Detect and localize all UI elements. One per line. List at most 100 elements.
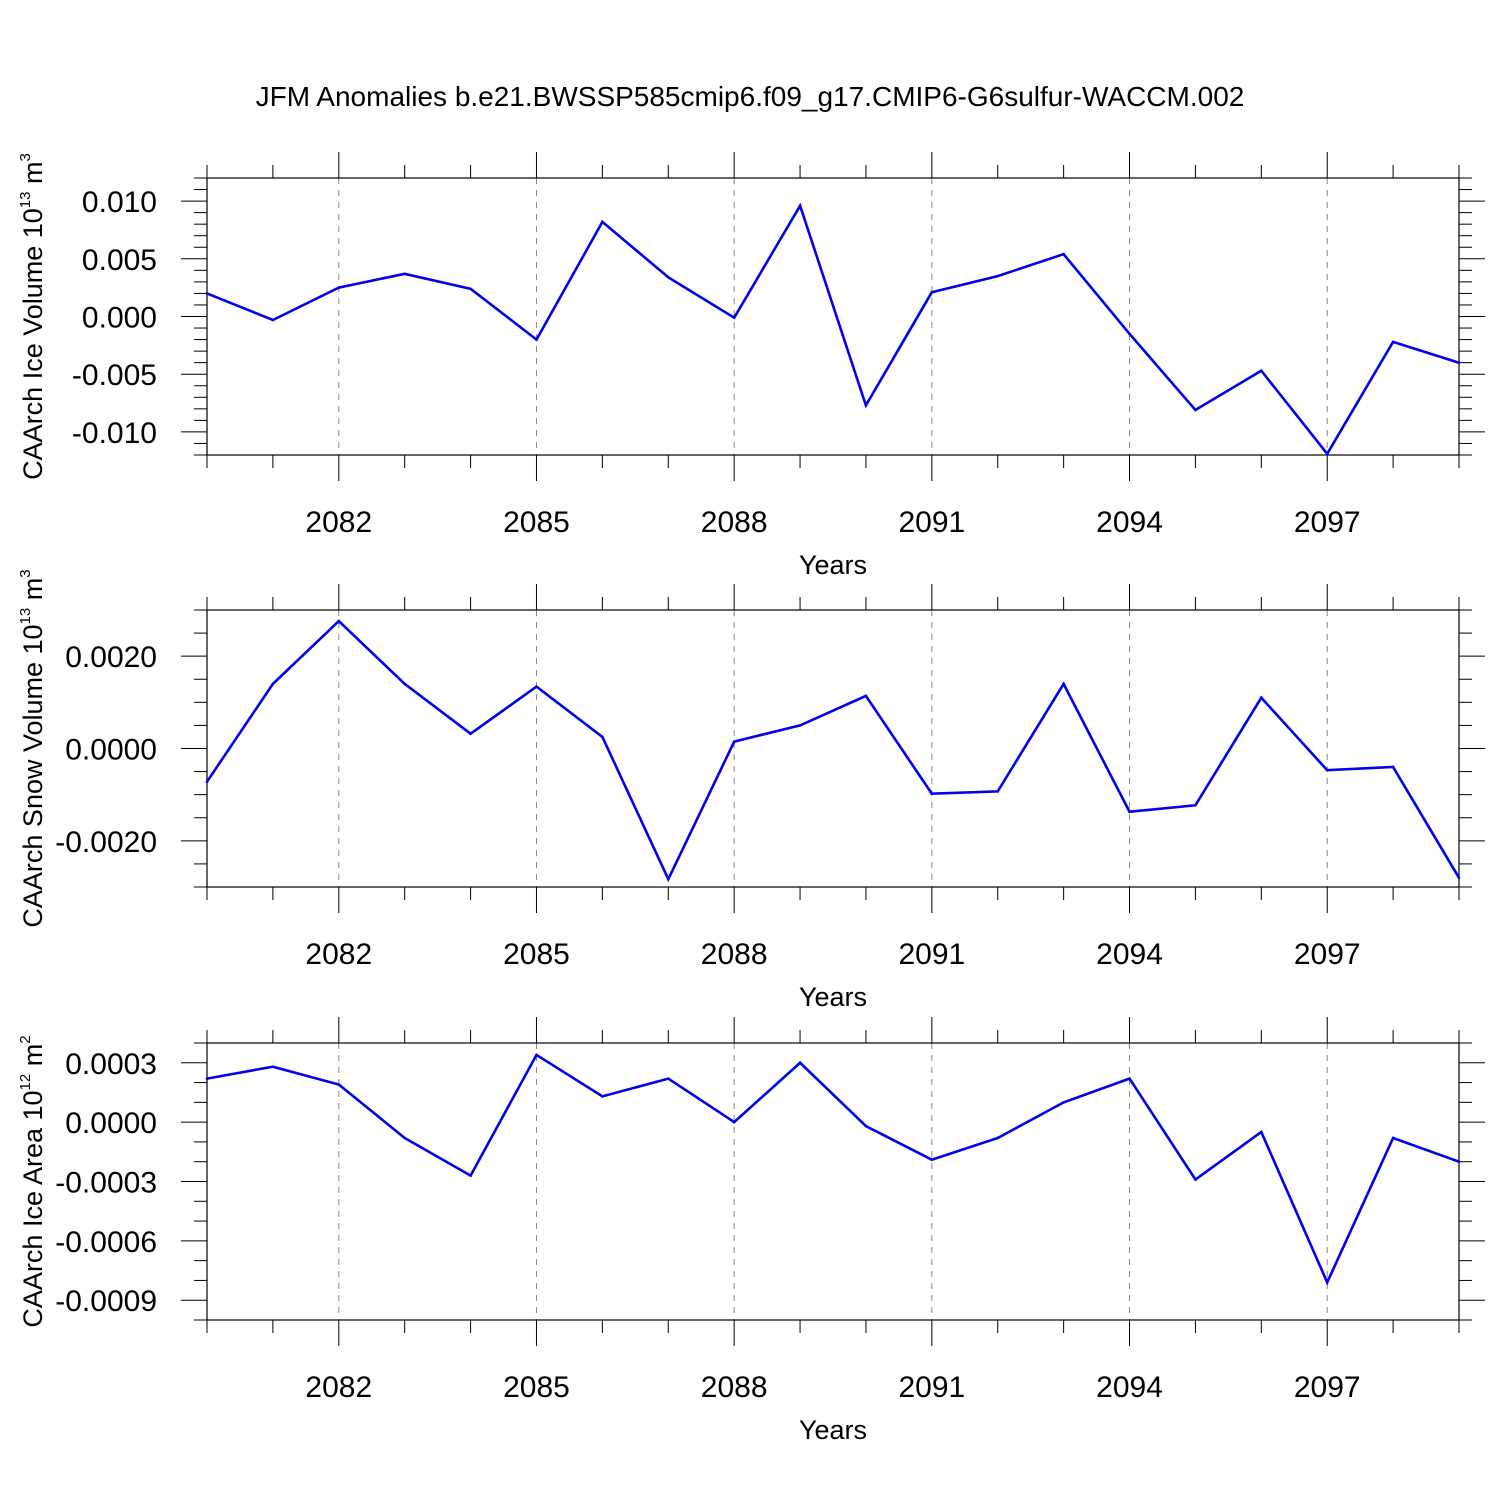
y-axis-label-base: CAArch Snow Volume 10 bbox=[18, 624, 48, 927]
data-point-2085 bbox=[535, 338, 538, 341]
x-tick-label-2097: 2097 bbox=[1294, 938, 1361, 971]
data-point-2090 bbox=[864, 694, 868, 698]
data-point-2088 bbox=[732, 1120, 736, 1124]
data-point-2094 bbox=[1128, 810, 1131, 814]
x-tick-label-2091: 2091 bbox=[898, 1371, 965, 1404]
y-tick-label-0.000: 0.000 bbox=[82, 302, 157, 335]
x-tick-label-2088: 2088 bbox=[701, 506, 768, 539]
data-point-2099 bbox=[1457, 876, 1461, 880]
x-tick-label-2085: 2085 bbox=[503, 938, 570, 971]
x-tick-label-2085: 2085 bbox=[503, 1371, 570, 1404]
y-tick-label--0.0020: -0.0020 bbox=[55, 826, 157, 859]
y-tick-label--0.0009: -0.0009 bbox=[55, 1285, 157, 1318]
y-axis-label: CAArch Ice Area 1012 m2 bbox=[17, 1035, 48, 1327]
y-axis-label-unit: m bbox=[18, 1044, 48, 1074]
figure-title: JFM Anomalies b.e21.BWSSP585cmip6.f09_g1… bbox=[256, 81, 1245, 112]
data-point-2088 bbox=[732, 740, 736, 743]
x-tick-label-2082: 2082 bbox=[305, 1371, 372, 1404]
y-tick-label-0.010: 0.010 bbox=[82, 186, 157, 219]
x-tick-label-2094: 2094 bbox=[1096, 938, 1163, 971]
y-axis-label-exponent: 13 bbox=[17, 608, 34, 625]
y-tick-label-0.0000: 0.0000 bbox=[65, 1107, 157, 1140]
plot-frame bbox=[206, 177, 1460, 456]
data-point-2093 bbox=[1062, 252, 1065, 256]
x-tick-label-2088: 2088 bbox=[701, 938, 768, 971]
data-point-2098 bbox=[1391, 340, 1395, 344]
data-point-2090 bbox=[864, 1124, 868, 1128]
data-point-2092 bbox=[996, 1136, 1000, 1140]
data-point-2081 bbox=[271, 682, 275, 686]
data-point-2084 bbox=[469, 732, 472, 736]
data-point-2096 bbox=[1260, 369, 1263, 373]
y-axis-label-unit-exponent: 3 bbox=[17, 153, 34, 161]
data-point-2094 bbox=[1128, 332, 1131, 336]
x-tick-label-2082: 2082 bbox=[305, 506, 372, 539]
series-line-1 bbox=[205, 619, 1461, 883]
data-point-2085 bbox=[535, 685, 538, 688]
x-tick-label-2085: 2085 bbox=[503, 506, 570, 539]
data-point-2097 bbox=[1325, 1281, 1329, 1284]
y-tick-label--0.005: -0.005 bbox=[72, 359, 157, 392]
data-point-2093 bbox=[1062, 1101, 1065, 1104]
data-point-2086 bbox=[601, 220, 604, 224]
data-point-2091 bbox=[930, 290, 934, 294]
data-point-2081 bbox=[271, 318, 275, 322]
y-axis-label-unit: m bbox=[18, 162, 48, 192]
chart-panel-3: 2082 2085 2088 2091 2094 2097 0.0003 0.0000 -0.0… bbox=[17, 1017, 1485, 1445]
x-axis-label: Years bbox=[799, 982, 867, 1012]
data-point-2082 bbox=[337, 619, 341, 623]
x-tick-label-2094: 2094 bbox=[1096, 1371, 1163, 1404]
series-line-1 bbox=[206, 202, 1460, 457]
x-axis-label: Years bbox=[799, 1415, 867, 1445]
data-point-2080 bbox=[205, 1077, 209, 1080]
x-tick-label-2097: 2097 bbox=[1294, 506, 1361, 539]
data-point-2083 bbox=[403, 272, 406, 276]
y-axis-label: CAArch Ice Volume 1013 m3 bbox=[17, 153, 48, 480]
data-point-2088 bbox=[732, 316, 736, 319]
data-point-2087 bbox=[666, 1077, 670, 1080]
y-axis-label-exponent: 13 bbox=[17, 192, 34, 209]
series-line-1 bbox=[206, 1053, 1460, 1286]
x-tick-label-2091: 2091 bbox=[898, 938, 965, 971]
data-point-2090 bbox=[864, 404, 868, 407]
data-point-2089 bbox=[798, 1061, 802, 1065]
panels: 2082 2085 2088 2091 2094 2097 0.010 0.005 0.000 -… bbox=[17, 152, 1485, 1445]
data-point-2080 bbox=[205, 292, 209, 295]
x-tick-label-2091: 2091 bbox=[898, 506, 965, 539]
data-point-2086 bbox=[601, 1095, 604, 1098]
data-point-2082 bbox=[337, 286, 341, 289]
data-point-2095 bbox=[1194, 803, 1197, 807]
plot-frame bbox=[206, 609, 1460, 888]
y-tick-label--0.0006: -0.0006 bbox=[55, 1226, 157, 1259]
plot-frame bbox=[206, 1042, 1460, 1321]
data-point-2084 bbox=[469, 287, 472, 291]
data-point-2098 bbox=[1391, 1136, 1395, 1140]
data-point-2089 bbox=[798, 204, 802, 207]
data-point-2082 bbox=[337, 1083, 341, 1086]
y-axis-label-base: CAArch Ice Area 10 bbox=[18, 1090, 48, 1327]
x-tick-label-2094: 2094 bbox=[1096, 506, 1163, 539]
data-point-2091 bbox=[930, 1158, 934, 1162]
data-point-2095 bbox=[1194, 408, 1197, 412]
y-axis-label-unit: m bbox=[18, 578, 48, 608]
y-tick-label--0.010: -0.010 bbox=[72, 417, 157, 450]
data-point-2080 bbox=[205, 780, 209, 784]
data-point-2093 bbox=[1062, 682, 1065, 686]
data-point-2095 bbox=[1194, 1178, 1197, 1181]
data-point-2086 bbox=[601, 735, 604, 739]
data-point-2089 bbox=[798, 724, 802, 727]
data-point-2096 bbox=[1260, 696, 1263, 700]
data-point-2081 bbox=[271, 1065, 275, 1069]
y-axis-label-unit-exponent: 3 bbox=[17, 569, 34, 577]
data-point-2083 bbox=[403, 682, 406, 686]
data-point-2099 bbox=[1457, 361, 1461, 364]
data-point-2085 bbox=[535, 1053, 538, 1057]
y-tick-label-0.0003: 0.0003 bbox=[65, 1048, 157, 1081]
data-point-2083 bbox=[403, 1136, 406, 1140]
data-point-2097 bbox=[1325, 768, 1329, 772]
y-tick-label-0.0000: 0.0000 bbox=[65, 734, 157, 767]
x-axis-label: Years bbox=[799, 550, 867, 580]
data-point-2091 bbox=[930, 792, 934, 796]
y-tick-label-0.005: 0.005 bbox=[82, 244, 157, 277]
